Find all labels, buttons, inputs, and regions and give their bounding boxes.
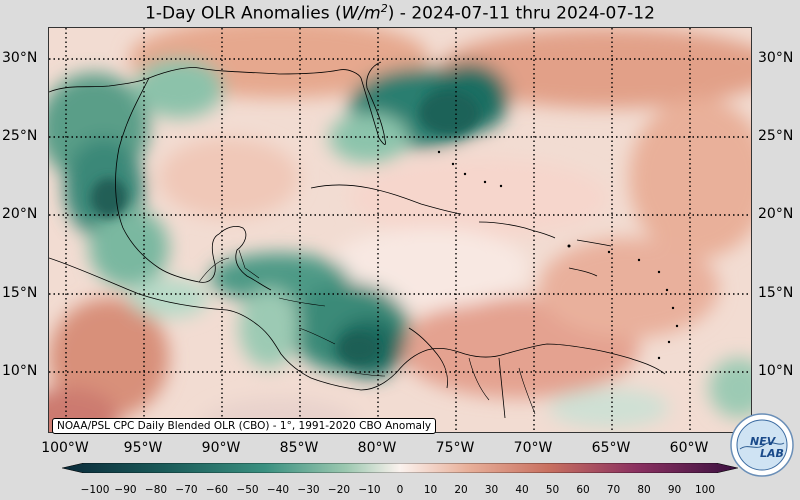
lat-label-left-25n: 25°N — [2, 128, 38, 144]
colorbar-tick-label: 70 — [606, 484, 621, 496]
nev-lab-logo: NEV LAB — [730, 413, 794, 477]
lon-label-75w: 75°W — [435, 440, 475, 456]
colorbar-tick-label: −100 — [80, 484, 110, 496]
lat-label-left-30n: 30°N — [2, 50, 38, 66]
lat-label-right-15n: 15°N — [758, 285, 794, 301]
lat-label-left-10n: 10°N — [2, 363, 38, 379]
colorbar-tick-label: 40 — [515, 484, 529, 496]
colorbar-tick-label: −80 — [144, 484, 168, 496]
borders — [198, 249, 536, 415]
coastlines — [49, 61, 666, 419]
colorbar-tick-label: −70 — [175, 484, 198, 496]
lon-label-90w: 90°W — [201, 440, 241, 456]
colorbar-tick-label: 100 — [694, 484, 716, 496]
anomaly-map-svg — [49, 28, 751, 432]
colorbar — [62, 463, 738, 473]
lat-label-left-15n: 15°N — [2, 285, 38, 301]
lon-label-80w: 80°W — [357, 440, 397, 456]
colorbar-tick-label: −40 — [266, 484, 290, 496]
colorbar-tick-label: −90 — [114, 484, 137, 496]
svg-text:NEV: NEV — [750, 435, 777, 448]
lat-label-right-30n: 30°N — [758, 50, 794, 66]
lon-label-65w: 65°W — [591, 440, 631, 456]
map-title: 1-Day OLR Anomalies (W/m2) - 2024-07-11 … — [145, 2, 655, 24]
colorbar-tick-label: 10 — [423, 484, 438, 496]
colorbar-tick-label: 0 — [396, 484, 404, 496]
lon-label-70w: 70°W — [513, 440, 553, 456]
colorbar-tick-label: −20 — [327, 484, 351, 496]
source-note: NOAA/PSL CPC Daily Blended OLR (CBO) - 1… — [52, 418, 437, 434]
lon-label-100w: 100°W — [41, 440, 89, 456]
lat-label-right-25n: 25°N — [758, 128, 794, 144]
anomaly-field — [49, 28, 751, 432]
lat-label-left-20n: 20°N — [2, 206, 38, 222]
colorbar-tick-label: 30 — [484, 484, 499, 496]
colorbar-tick-label: −60 — [205, 484, 229, 496]
colorbar-tick-label: −50 — [236, 484, 259, 496]
lon-label-95w: 95°W — [123, 440, 163, 456]
colorbar-tick-label: 50 — [545, 484, 560, 496]
colorbar-tick-label: 20 — [454, 484, 468, 496]
colorbar-tick-label: 90 — [667, 484, 682, 496]
svg-text:LAB: LAB — [760, 447, 784, 460]
lon-label-60w: 60°W — [669, 440, 709, 456]
colorbar-tick-label: 80 — [637, 484, 651, 496]
colorbar-tick-label: −10 — [358, 484, 381, 496]
lat-label-right-20n: 20°N — [758, 206, 794, 222]
anomaly-map — [48, 27, 752, 433]
islands — [437, 150, 679, 360]
colorbar-tick-label: −30 — [297, 484, 320, 496]
graticule — [49, 28, 751, 432]
colorbar-tick-label: 60 — [576, 484, 590, 496]
lon-label-85w: 85°W — [279, 440, 319, 456]
lat-label-right-10n: 10°N — [758, 363, 794, 379]
